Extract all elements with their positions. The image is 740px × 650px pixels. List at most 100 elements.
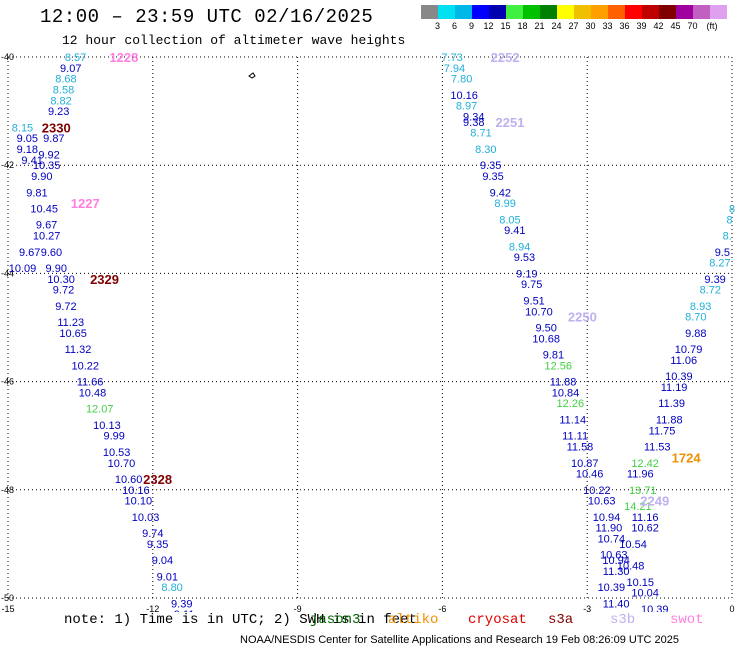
- swh-value: 9.05: [17, 133, 38, 145]
- swh-value: 12.07: [86, 404, 114, 416]
- mission-altiko: altiko: [388, 612, 439, 628]
- swh-value: 10.68: [532, 333, 560, 345]
- swh-value: 9.90: [31, 171, 52, 183]
- swh-value: 9.5: [715, 247, 730, 259]
- swh-value: 8.05: [499, 214, 520, 226]
- swh-value: 8.80: [161, 582, 182, 594]
- legend-swatch: [523, 5, 540, 19]
- swh-value: 10.87: [571, 458, 599, 470]
- swh-value: 9.74: [142, 528, 163, 540]
- swh-value: 9.11: [174, 609, 195, 612]
- swh-value: 8.82: [50, 95, 71, 107]
- swh-value: 11.11: [562, 431, 588, 443]
- swh-value: 9.41: [21, 155, 42, 167]
- swh-value: 10.46: [576, 469, 604, 481]
- swh-value: 12.56: [544, 360, 572, 372]
- swh-value: 9.34: [463, 112, 484, 124]
- legend-label: 70: [687, 21, 698, 31]
- mission-s3a: s3a: [548, 612, 574, 628]
- legend-swatch: [540, 5, 557, 19]
- credit-line: NOAA/NESDIS Center for Satellite Applica…: [240, 634, 680, 646]
- swh-value: 9.72: [53, 285, 74, 297]
- lon-tick-label: -15: [1, 604, 14, 612]
- swh-value: 10.48: [79, 387, 107, 399]
- swh-value: 9.87: [43, 133, 64, 145]
- swh-value: 10.15: [627, 577, 655, 589]
- legend-label: 6: [451, 21, 457, 31]
- swh-value: 7.80: [451, 74, 472, 86]
- swh-value: 10.09: [9, 263, 37, 275]
- mission-swot: swot: [670, 612, 704, 628]
- legend-label: 21: [534, 21, 545, 31]
- track-label: 2328: [143, 472, 172, 487]
- swh-value: 9.88: [685, 328, 706, 340]
- swh-value: 10.39: [641, 604, 669, 612]
- swh-value: 7.73: [441, 52, 462, 64]
- swh-value: 10.63: [588, 496, 616, 508]
- swh-value: 13.71: [629, 485, 657, 497]
- swh-value: 10.65: [59, 328, 87, 340]
- lat-tick-label: -48: [1, 485, 14, 495]
- island-outline: [248, 72, 256, 79]
- legend-swatch: [455, 5, 472, 19]
- swh-value: 8.93: [690, 301, 711, 313]
- swh-value: 8.97: [456, 101, 477, 113]
- track-label: 1228: [109, 50, 138, 65]
- legend-swatch: [557, 5, 574, 19]
- swh-value: 9.72: [55, 301, 76, 313]
- legend-label: 33: [602, 21, 613, 31]
- swh-value: 10.70: [525, 306, 553, 318]
- swh-value: 8.94: [509, 241, 530, 253]
- swh-value: 10.39: [665, 371, 693, 383]
- swh-value: 10.13: [93, 420, 121, 432]
- swh-value: 10.70: [108, 458, 136, 470]
- legend-label: 24: [551, 21, 562, 31]
- swh-value: 8.15: [12, 122, 33, 134]
- swh-value: 9.35: [480, 160, 501, 172]
- swh-value: 9.81: [26, 187, 47, 199]
- track-label: 2251: [496, 115, 525, 130]
- swh-value: 10.27: [33, 231, 61, 243]
- legend-swatch: [489, 5, 506, 19]
- legend-swatch: [574, 5, 591, 19]
- swh-value: 10.94: [602, 555, 630, 567]
- swh-value: 10.16: [122, 485, 150, 497]
- legend-label: 42: [653, 21, 664, 31]
- legend-swatch: [438, 5, 455, 19]
- legend-swatch: [421, 5, 438, 19]
- legend-label: (ft): [706, 21, 718, 31]
- mission-s3b: s3b: [610, 612, 636, 628]
- swh-value: 11.90: [596, 523, 623, 535]
- swh-value: 11.88: [656, 414, 683, 426]
- lon-tick-label: 0: [729, 604, 734, 612]
- swh-value: 10.74: [598, 533, 626, 545]
- swh-value: 11.19: [661, 382, 688, 394]
- legend-swatch: [625, 5, 642, 19]
- swh-value: 11.14: [559, 414, 586, 426]
- swh-value: 9.50: [535, 323, 556, 335]
- swh-value: 8.71: [470, 128, 491, 140]
- swh-value: 10.35: [33, 160, 61, 172]
- legend-label: 12: [483, 21, 494, 31]
- swh-value: 9.39: [171, 598, 192, 610]
- legend-swatch: [506, 5, 523, 19]
- swh-value: 11.30: [603, 566, 630, 578]
- swh-value: 11.58: [567, 442, 594, 454]
- swh-value: 10.03: [132, 512, 160, 524]
- swh-value: 8.30: [475, 144, 496, 156]
- swh-value: 8.57: [65, 52, 86, 64]
- swh-value: 10.60: [115, 474, 143, 486]
- swh-value: 9.35: [482, 171, 503, 183]
- swh-value: 10.30: [47, 274, 75, 286]
- legend-swatch: [472, 5, 489, 19]
- swh-value: 9.90: [46, 263, 67, 275]
- lat-tick-label: -42: [1, 160, 14, 170]
- swh-value: 10.53: [103, 447, 131, 459]
- swh-value: 9.81: [543, 350, 564, 362]
- swh-value: 8: [729, 203, 735, 215]
- swh-value: 10.39: [598, 582, 626, 594]
- color-legend-bar: [421, 5, 727, 19]
- swh-value: 8.72: [700, 285, 721, 297]
- lon-tick-label: -9: [294, 604, 302, 612]
- legend-swatch: [591, 5, 608, 19]
